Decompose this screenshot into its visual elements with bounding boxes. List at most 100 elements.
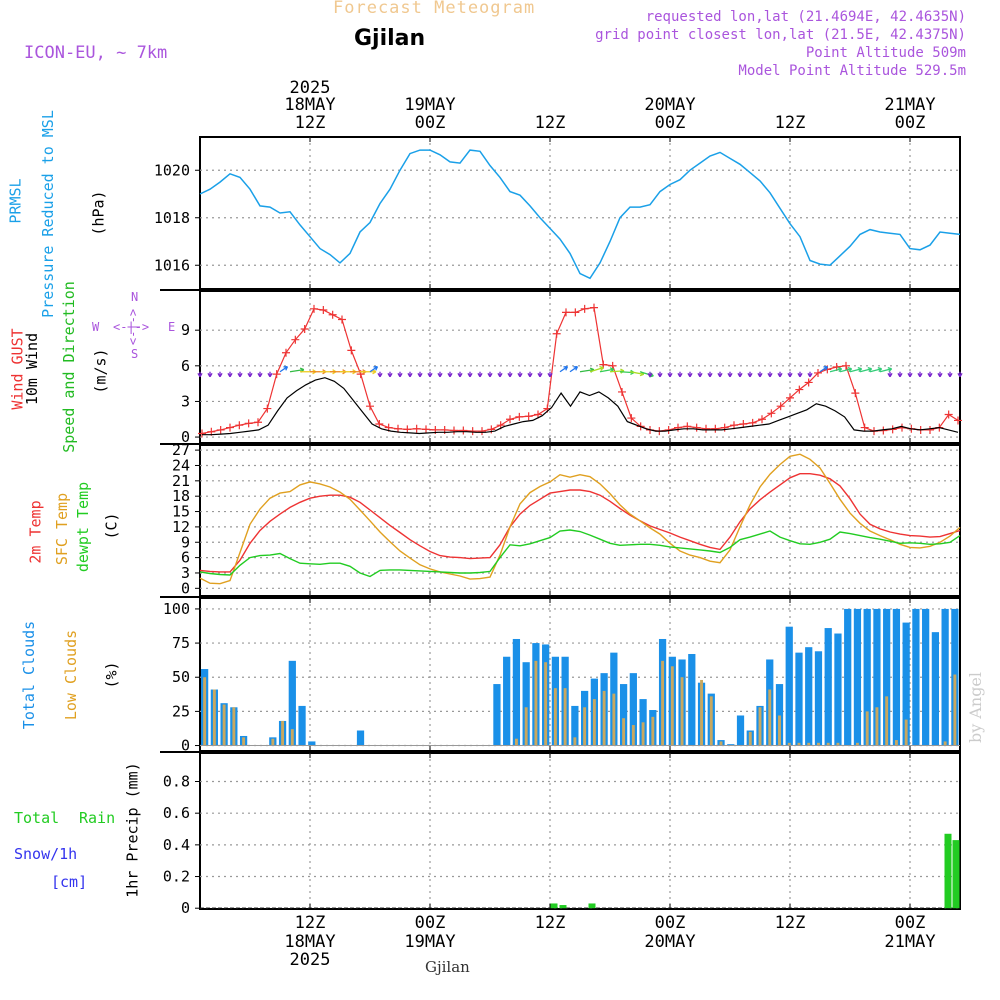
direction-arrowhead: [227, 372, 233, 378]
gust-marker: [692, 423, 701, 432]
gust-marker: [310, 304, 318, 313]
gust-marker: [776, 402, 785, 411]
direction-arrowhead: [237, 372, 243, 378]
direction-arrowhead: [407, 372, 413, 378]
ytick-label-2-1: 3: [181, 564, 190, 582]
compass-arrow: <-|->: [113, 320, 150, 334]
total-clouds-label: Total Clouds: [20, 620, 39, 730]
direction-arrow: [879, 368, 892, 373]
gust-marker: [524, 412, 533, 421]
low-cloud-bar: [222, 704, 226, 746]
ytick-label-2-5: 15: [172, 503, 190, 521]
direction-arrowhead: [477, 372, 483, 378]
low-cloud-bar: [953, 674, 957, 746]
low-cloud-bar: [865, 711, 869, 746]
total-cloud-bar: [902, 622, 910, 746]
top-label-hour-3: 00Z: [654, 113, 686, 133]
gust-marker: [254, 418, 262, 427]
direction-arrowhead: [717, 372, 723, 378]
low-cloud-bar: [875, 707, 879, 746]
dewpt-line: [199, 529, 961, 578]
low-cloud-bar: [778, 715, 781, 746]
ytick-label-3-1: 25: [172, 702, 190, 720]
low-cloud-bar: [544, 662, 548, 746]
low-cloud-bar: [290, 729, 294, 746]
ytick-label-2-6: 18: [172, 487, 190, 505]
requested-point: requested lon,lat (21.4694E, 42.4635N): [645, 9, 966, 25]
rain-bar: [952, 840, 960, 909]
direction-arrowhead: [757, 372, 763, 378]
gust-marker: [226, 423, 234, 432]
ytick-label-4-4: 0.8: [163, 773, 190, 791]
ytick-label-2-7: 21: [172, 472, 190, 490]
point-altitude: Point Altitude 509m: [805, 45, 966, 61]
direction-arrowhead: [677, 372, 683, 378]
total-cloud-bar: [503, 656, 511, 746]
low-cloud-bar: [758, 707, 762, 746]
low-cloud-bar: [583, 707, 587, 746]
gust-marker: [216, 425, 225, 434]
direction-arrowhead: [927, 372, 933, 378]
direction-arrowhead: [387, 372, 393, 378]
bottom-label-date-1: 19MAY: [404, 932, 456, 952]
gust-marker: [571, 308, 580, 317]
direction-arrow: [559, 366, 568, 373]
temp-2m-label: 2m Temp: [26, 500, 45, 564]
top-label-year-0: 2025: [289, 78, 331, 98]
direction-arrowhead: [897, 372, 903, 378]
direction-arrowhead: [537, 372, 543, 378]
direction-arrowhead: [777, 372, 783, 378]
low-cloud-bar: [670, 666, 674, 746]
gust-marker: [758, 415, 766, 424]
rain-bar: [550, 903, 558, 909]
sfc-temp-line: [199, 453, 961, 585]
compass-e: E: [168, 320, 176, 334]
wind-10m-label: 10m Wind: [23, 332, 42, 406]
direction-arrowhead: [437, 372, 443, 378]
low-cloud-bar: [553, 688, 557, 746]
gust-marker: [860, 423, 869, 432]
total-cloud-bar: [308, 741, 316, 746]
total-cloud-bar: [873, 608, 881, 746]
ytick-label-1-2: 6: [181, 357, 190, 375]
gust-marker: [954, 416, 962, 425]
gust-marker: [627, 414, 636, 423]
low-cloud-bar: [709, 696, 713, 746]
bottom-label-hour-5: 00Z: [894, 913, 926, 933]
direction-arrowhead: [857, 367, 863, 373]
low-cloud-bar: [612, 693, 616, 746]
direction-arrow: [579, 369, 594, 373]
ytick-label-3-4: 100: [163, 600, 190, 618]
compass-w: W: [92, 320, 100, 334]
top-label-date-3: 20MAY: [644, 95, 696, 115]
direction-arrowhead: [267, 372, 273, 378]
low-cloud-bar: [943, 741, 947, 746]
direction-arrowhead: [747, 372, 753, 378]
pressure-line: [199, 149, 961, 280]
total-cloud-bar: [629, 673, 637, 746]
low-cloud-bar: [817, 742, 820, 746]
bottom-label-year-0: 2025: [289, 950, 331, 970]
gust-marker: [552, 329, 561, 338]
bottom-label-hour-1: 00Z: [414, 913, 446, 933]
gust-marker: [506, 415, 514, 424]
ytick-label-2-4: 12: [172, 518, 190, 536]
direction-arrowhead: [247, 372, 253, 378]
low-cloud-bar: [631, 725, 635, 746]
rain-bar: [559, 905, 567, 909]
low-cloud-bar: [855, 742, 859, 746]
total-cloud-bar: [493, 684, 501, 746]
direction-arrowhead: [377, 372, 383, 378]
low-cloud-bar: [748, 731, 752, 746]
total-cloud-bar: [853, 608, 862, 746]
gust-marker: [804, 378, 813, 387]
total-cloud-bar: [571, 705, 579, 746]
direction-arrowhead: [427, 372, 433, 378]
low-cloud-bar: [534, 660, 538, 746]
total-cloud-bar: [931, 632, 940, 746]
low-clouds-label: Low Clouds: [62, 629, 81, 721]
direction-arrow: [849, 368, 862, 373]
direction-arrowhead: [687, 372, 693, 378]
gust-marker: [450, 426, 458, 435]
